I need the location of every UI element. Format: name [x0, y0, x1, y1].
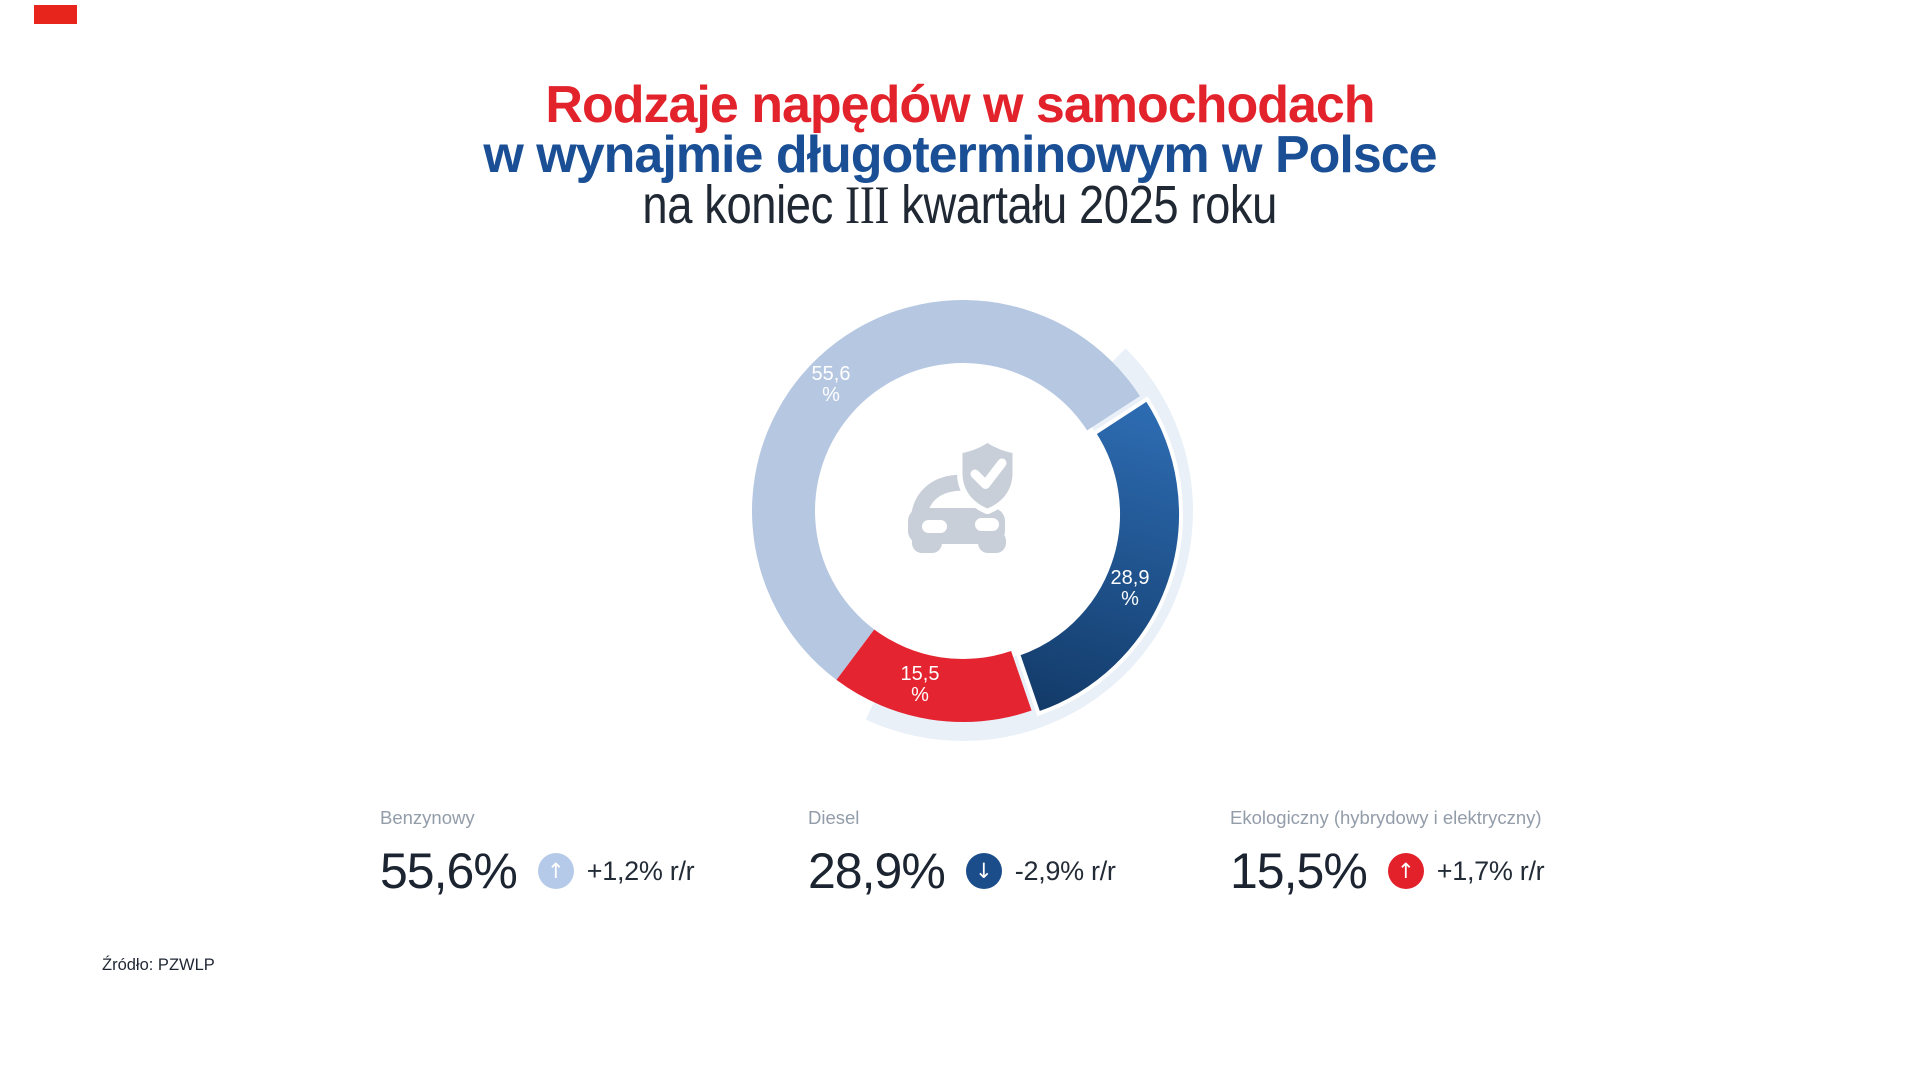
title-line-1: Rodzaje napędów w samochodach	[545, 76, 1375, 134]
car-with-shield-check-icon	[908, 437, 1018, 553]
trend-up-icon: ↑	[537, 853, 574, 889]
legend-item-benzynowy: Benzynowy 55,6% ↑ +1,2% r/r	[380, 806, 695, 899]
legend-label: Ekologiczny (hybrydowy i elektryczny)	[1230, 807, 1542, 828]
legend-value: 15,5%	[1230, 843, 1368, 899]
chart-title: Rodzaje napędów w samochodach w wynajmie…	[0, 76, 1920, 232]
legend-item-ekologiczny: Ekologiczny (hybrydowy i elektryczny) 15…	[1230, 806, 1545, 899]
legend-label: Benzynowy	[380, 807, 475, 828]
legend-label: Diesel	[808, 807, 860, 828]
segment-label-diesel: 28,9 %	[1110, 567, 1150, 610]
legend-value: 28,9%	[808, 843, 946, 899]
legend-change: +1,2% r/r	[586, 855, 695, 886]
donut-segments	[752, 300, 1193, 741]
legend-change: +1,7% r/r	[1436, 855, 1545, 886]
legend-change: -2,9% r/r	[1014, 855, 1116, 886]
donut-chart	[752, 300, 1193, 741]
segment-label-ekologiczny: 15,5 %	[900, 663, 940, 706]
segment-label-benzynowy: 55,6 %	[811, 363, 851, 406]
trend-down-icon: ↓	[965, 853, 1002, 889]
legend-item-diesel: Diesel 28,9% ↓ -2,9% r/r	[808, 806, 1116, 896]
trend-up-icon: ↑	[1387, 853, 1424, 889]
legend-value: 55,6%	[380, 843, 518, 899]
corner-red-mark	[34, 5, 77, 24]
source-note: Źródło: PZWLP	[102, 956, 215, 974]
title-line-3: na koniec III kwartału 2025 roku	[0, 178, 1920, 232]
title-line-3-pre: na koniec	[642, 175, 846, 235]
title-line-2: w wynajmie długoterminowym w Polsce	[483, 126, 1437, 184]
title-line-3-post: kwartału 2025 roku	[889, 175, 1278, 235]
title-roman-numeral: III	[845, 175, 890, 235]
